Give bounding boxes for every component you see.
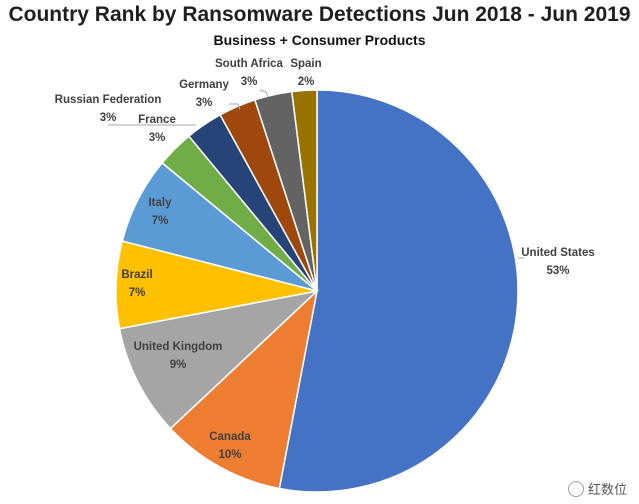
slice-label-germany: Germany <box>179 79 229 91</box>
leader-lines <box>108 89 524 259</box>
watermark-text: 红数位 <box>587 482 627 497</box>
slice-value-canada: 10% <box>218 449 241 461</box>
wechat-icon <box>567 481 584 497</box>
chart-subtitle: Business + Consumer Products <box>213 32 426 48</box>
slice-value-italy: 7% <box>152 215 169 227</box>
leader-line-germany <box>229 103 241 111</box>
slice-label-united-states: United States <box>521 247 595 259</box>
slice-value-france: 3% <box>149 132 166 144</box>
pie-slice-united-kingdom <box>118 289 320 430</box>
slice-value-russian-federation: 3% <box>100 112 117 124</box>
slice-label-spain: Spain <box>290 58 321 70</box>
slice-value-south-africa: 3% <box>241 76 258 88</box>
pie-slices <box>115 89 519 493</box>
slice-value-united-states: 53% <box>546 265 569 277</box>
slice-label-brazil: Brazil <box>121 269 152 281</box>
leader-line-south-africa <box>259 89 269 98</box>
slice-labels: United States 53% Canada 10% United Kingdom 9… <box>55 58 595 461</box>
slice-label-canada: Canada <box>209 431 251 443</box>
slice-value-brazil: 7% <box>129 287 146 299</box>
chart-title: Country Rank by Ransomware Detections Ju… <box>8 3 631 26</box>
slice-value-germany: 3% <box>196 97 213 109</box>
slice-label-south-africa: South Africa <box>215 58 284 70</box>
slice-label-italy: Italy <box>148 197 172 209</box>
pie-slice-spain <box>290 89 318 292</box>
slice-label-united-kingdom: United Kingdom <box>134 341 223 353</box>
pie-slice-united-states <box>278 89 519 493</box>
slice-value-united-kingdom: 9% <box>170 359 187 371</box>
slice-label-france: France <box>138 114 176 126</box>
slice-value-spain: 2% <box>298 76 315 88</box>
watermark: 红数位 <box>567 479 627 498</box>
pie-slice-canada <box>169 288 319 490</box>
slice-label-russian-federation: Russian Federation <box>55 94 162 106</box>
